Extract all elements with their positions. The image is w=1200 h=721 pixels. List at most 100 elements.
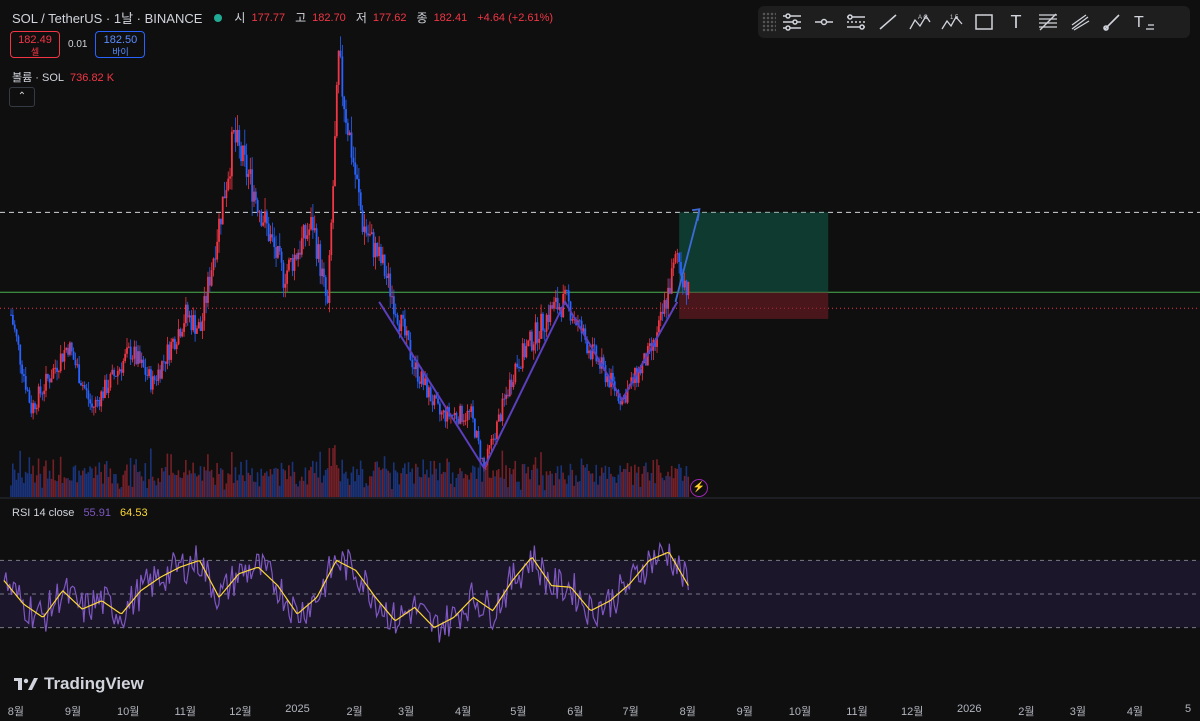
volume-bar [24,471,27,497]
volume-bar [431,474,434,497]
candle-body [302,225,305,239]
volume-bar [381,468,384,497]
volume-bar [663,480,666,497]
volume-bar [321,482,323,497]
symbol-title[interactable]: SOL / TetherUS · 1날 · BINANCE [12,11,203,26]
volume-bar [411,468,413,497]
candle-body [229,176,231,179]
candle-body [473,418,476,438]
horizontal-ray-icon[interactable] [808,8,840,36]
candle-body [369,234,371,236]
flash-icon[interactable]: ⚡ [690,479,708,497]
volume-bar [313,473,316,497]
candle-body [19,344,22,365]
volume-bar [48,470,51,497]
volume-bar [503,478,505,497]
volume-bar [494,476,496,497]
candle-body [416,362,419,382]
volume-bar [210,469,213,497]
candle-body [354,162,357,175]
candle-body [107,387,110,393]
abcd-pattern-icon[interactable]: A C [904,8,936,36]
candle-body [438,403,441,415]
collapse-legend-button[interactable]: ⌃ [9,87,35,107]
candle-body [464,420,467,422]
volume-bar [190,473,193,497]
volume-bar [254,482,257,497]
candle-body [28,390,31,403]
volume-bar [685,466,688,497]
volume-bar [280,462,283,497]
settings-lines-icon[interactable] [776,8,808,36]
volume-bar [192,462,194,497]
sell-button[interactable]: 182.49 셀 [10,31,60,58]
pitchfork-icon[interactable] [1064,8,1096,36]
candle-body [545,314,548,332]
volume-bar [468,479,471,497]
volume-bar [251,468,253,497]
tradingview-logo-icon [14,678,38,690]
volume-bar [41,487,44,497]
rectangle-icon[interactable] [968,8,1000,36]
time-axis[interactable]: 8월 9월 10월 11월 12월 2025 2월 3월 4월 5월 6월 7월 8월 9월 10월 11월 1… [0,703,1200,721]
volume-bar [184,459,187,497]
candle-body [521,343,524,369]
volume-bar [113,473,115,497]
market-status-icon [214,13,223,22]
sell-price: 182.49 [18,34,52,46]
elliott-wave-icon[interactable]: 1 5 [936,8,968,36]
candle-body [667,287,669,309]
volume-bar [365,483,367,497]
candle-body [554,297,557,302]
fib-retracement-icon[interactable] [1032,8,1064,36]
trend-line-icon[interactable] [872,8,904,36]
volume-bar [98,462,101,497]
volume-bar [72,466,75,497]
volume-bar [497,468,500,497]
candle-body [223,196,226,199]
time-axis-label: 7월 [622,706,639,718]
volume-bar [565,483,568,497]
volume-bar [107,476,110,497]
candle-body [398,323,401,332]
candle-body [100,391,103,407]
volume-bar [461,471,463,497]
volume-bar [569,463,572,497]
candle-body [242,145,244,162]
drag-handle-icon[interactable] [762,12,776,32]
volume-bar [278,485,281,497]
volume-bar [634,464,636,497]
volume-bar [426,469,428,497]
volume-bar [120,487,123,497]
brush-icon[interactable] [1096,8,1128,36]
volume-bar [67,478,69,497]
volume-bar [512,469,515,497]
candle-body [391,296,393,298]
text-icon[interactable]: T [1000,8,1032,36]
volume-bar [680,467,682,497]
volume-bar [505,465,507,497]
candle-body [496,421,498,440]
volume-bar [258,486,261,497]
candle-body [324,277,327,296]
volume-bar [286,479,288,497]
candle-body [98,400,101,407]
time-axis-label: 12월 [901,706,924,718]
candle-body [411,359,414,368]
candle-body [442,410,445,413]
candle-body [321,268,323,277]
candle-body [238,129,241,146]
candle-body [45,373,47,391]
volume-bar [81,470,84,497]
candle-body [256,200,259,213]
volume-bar [501,450,504,497]
buy-button[interactable]: 182.50 바이 [95,31,146,58]
candle-body [523,343,526,358]
parallel-channel-icon[interactable] [840,8,872,36]
volume-bar [100,471,102,497]
text-format-icon[interactable]: T [1128,8,1160,36]
volume-bar [450,483,452,497]
volume-bar [175,475,178,497]
volume-bar [613,476,616,497]
